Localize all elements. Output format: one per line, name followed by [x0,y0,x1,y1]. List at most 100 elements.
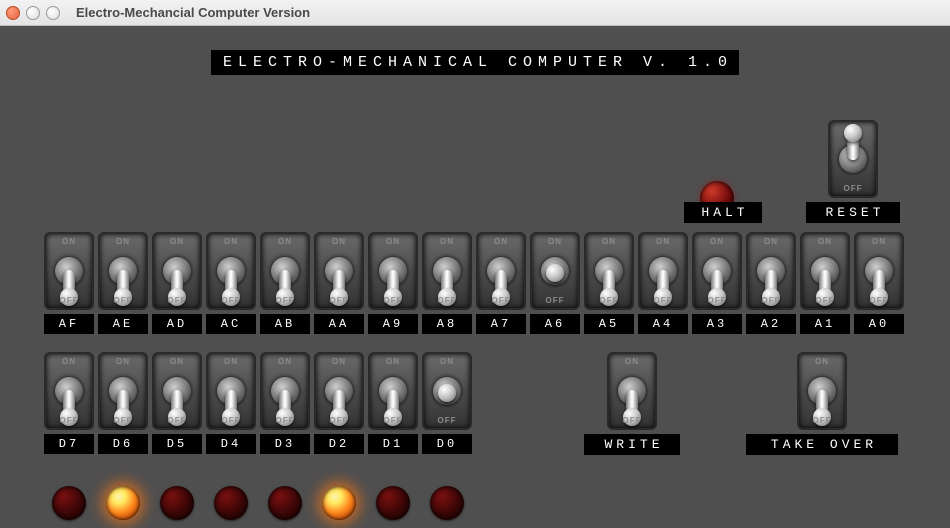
data-switch-row: ONOFFD7ONOFFD6ONOFFD5ONOFFD4ONOFFD3ONOFF… [44,352,472,454]
switch-off-label: OFF [208,416,254,425]
data-led-row [52,486,464,520]
address-a7-label: A7 [476,314,526,334]
address-af-label: AF [44,314,94,334]
address-aa-switch[interactable]: ONOFF [314,232,364,310]
address-switch-row: ONOFFAFONOFFAEONOFFADONOFFACONOFFABONOFF… [44,232,904,334]
switch-off-label: OFF [316,296,362,305]
switch-on-label: ON [100,357,146,366]
data-led-d5 [160,486,194,520]
address-ac-col: ONOFF AC [206,232,256,334]
switch-off-label: OFF [748,296,794,305]
address-af-switch[interactable]: ONOFF [44,232,94,310]
address-a4-switch[interactable]: ON OFF [638,232,688,310]
address-af-col: ONOFF AF [44,232,94,334]
data-led-d0 [430,486,464,520]
switch-off-label: OFF [532,296,578,305]
switch-off-label: OFF [799,416,845,425]
switch-on-label: ON [154,357,200,366]
address-a9-switch[interactable]: ONOFF [368,232,418,310]
address-a2-switch[interactable]: ON OFF [746,232,796,310]
data-d5-col: ONOFFD5 [152,352,202,454]
data-led-d1 [376,486,410,520]
switch-on-label: ON [100,237,146,246]
switch-off-label: OFF [100,416,146,425]
data-d6-col: ON OFF D6 [98,352,148,454]
data-led-d6 [106,486,140,520]
address-ae-switch[interactable]: ON OFF [98,232,148,310]
switch-off-label: OFF [640,296,686,305]
data-d4-switch[interactable]: ON OFF [206,352,256,430]
write-switch[interactable]: ON OFF [607,352,657,430]
address-ac-label: AC [206,314,256,334]
address-a4-col: ONOFFA4 [638,232,688,334]
switch-on-label: ON [532,237,578,246]
data-led-d7 [52,486,86,520]
address-a9-label: A9 [368,314,418,334]
data-d3-label: D3 [260,434,310,454]
switch-on-label: ON [46,357,92,366]
titlebar: Electro-Mechancial Computer Version [0,0,950,26]
switch-on-label: ON [856,237,902,246]
data-d6-label: D6 [98,434,148,454]
data-led-d4 [214,486,248,520]
data-d3-switch[interactable]: ONOFF [260,352,310,430]
data-d6-switch[interactable]: ON OFF [98,352,148,430]
takeover-switch[interactable]: ON OFF [797,352,847,430]
address-ac-switch[interactable]: ONOFF [206,232,256,310]
write-label: WRITE [584,434,680,455]
switch-on-label: ON [799,357,845,366]
data-d1-switch[interactable]: ONOFF [368,352,418,430]
switch-off-label: OFF [370,416,416,425]
address-a8-label: A8 [422,314,472,334]
address-a0-switch[interactable]: ON OFF [854,232,904,310]
switch-off-label: OFF [262,296,308,305]
switch-on-label: ON [262,357,308,366]
address-a1-label: A1 [800,314,850,334]
switch-off-label: OFF [856,296,902,305]
address-a2-col: ONOFFA2 [746,232,796,334]
switch-on-label: ON [694,237,740,246]
switch-off-label: OFF [424,296,470,305]
switch-on-label: ON [748,237,794,246]
data-d2-switch[interactable]: ONOFF [314,352,364,430]
switch-off-label: OFF [586,296,632,305]
switch-off-label: OFF [609,416,655,425]
reset-label: RESET [806,202,900,223]
data-d5-switch[interactable]: ON OFF [152,352,202,430]
data-d2-col: ONOFF D2 [314,352,364,454]
data-d2-label: D2 [314,434,364,454]
data-d7-label: D7 [44,434,94,454]
address-a3-switch[interactable]: ONOFF [692,232,742,310]
address-a5-switch[interactable]: ONOFF [584,232,634,310]
window-minimize-button[interactable] [26,6,40,20]
data-d4-label: D4 [206,434,256,454]
switch-off-label: OFF [100,296,146,305]
window-maximize-button[interactable] [46,6,60,20]
halt-label: HALT [684,202,762,223]
address-a7-switch[interactable]: ONOFF [476,232,526,310]
switch-off-label: OFF [830,184,876,193]
address-aa-label: AA [314,314,364,334]
switch-on-label: ON [46,237,92,246]
switch-off-label: OFF [424,416,470,425]
switch-on-label: ON [478,237,524,246]
address-ae-col: ONOFFAE [98,232,148,334]
data-d0-switch[interactable]: ONOFF [422,352,472,430]
switch-off-label: OFF [154,416,200,425]
address-ad-switch[interactable]: ONOFF [152,232,202,310]
data-d4-col: ON OFF D4 [206,352,256,454]
address-a6-switch[interactable]: ON OFF [530,232,580,310]
address-a8-switch[interactable]: ONOFF [422,232,472,310]
address-a3-col: ONOFFA3 [692,232,742,334]
banner: ELECTRO-MECHANICAL COMPUTER V. 1.0 [0,50,950,75]
banner-label: ELECTRO-MECHANICAL COMPUTER V. 1.0 [211,50,739,75]
reset-switch[interactable]: ON OFF [828,120,878,198]
switch-on-label: ON [208,357,254,366]
address-ab-switch[interactable]: ONOFF [260,232,310,310]
switch-on-label: ON [640,237,686,246]
switch-on-label: ON [208,237,254,246]
switch-off-label: OFF [46,416,92,425]
data-d7-switch[interactable]: ON OFF [44,352,94,430]
address-a1-switch[interactable]: ONOFF [800,232,850,310]
window-close-button[interactable] [6,6,20,20]
